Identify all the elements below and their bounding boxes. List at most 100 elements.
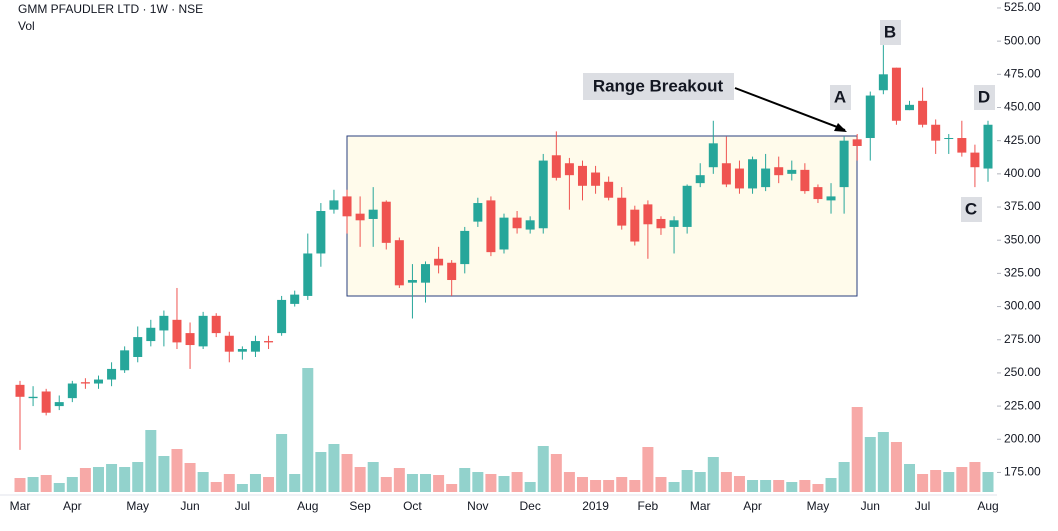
- volume-bar: [106, 464, 118, 492]
- range-box: [346, 135, 858, 297]
- candle-body: [120, 350, 130, 371]
- candle-body: [970, 152, 980, 168]
- volume-bar: [40, 475, 52, 492]
- candle-body: [774, 167, 784, 176]
- y-tick-label: 500.00: [1004, 33, 1041, 47]
- candle-body: [329, 200, 339, 210]
- x-tick-label: May: [126, 499, 149, 513]
- volume-bar: [668, 482, 680, 492]
- x-tick-label: Aug: [977, 499, 998, 513]
- volume-bar: [799, 480, 811, 492]
- y-tick-label: 300.00: [1004, 299, 1041, 313]
- candle-body: [434, 258, 444, 266]
- volume-bar: [681, 470, 693, 492]
- volume-bar: [956, 467, 968, 492]
- candle-body: [983, 124, 993, 169]
- candle-body: [460, 230, 470, 265]
- annotation-box: [880, 20, 901, 45]
- annotation-box: [583, 73, 734, 100]
- volume-bar: [786, 482, 798, 492]
- candle-body: [368, 209, 378, 219]
- x-tick-label: Mar: [690, 499, 711, 513]
- y-tick-label: 475.00: [1004, 66, 1041, 80]
- y-tick-label: 450.00: [1004, 100, 1041, 114]
- candle-body: [669, 220, 679, 227]
- volume-bar: [380, 477, 392, 492]
- candle-body: [316, 211, 326, 254]
- candle-body: [198, 315, 208, 347]
- volume-label: Vol: [18, 19, 35, 33]
- x-tick-label: Apr: [743, 499, 762, 513]
- candle-body: [159, 315, 169, 331]
- volume-bar: [694, 472, 706, 492]
- candle-body: [250, 341, 260, 352]
- candle-body: [303, 253, 313, 296]
- plot: 175.00 200.00 225.00 250.00 275.00 300.00 325.…: [0, 0, 1041, 513]
- candle-body: [15, 384, 25, 397]
- volume-bar: [302, 368, 314, 492]
- volume-bar: [66, 477, 78, 492]
- annotation: D: [978, 87, 990, 106]
- volume-bar: [930, 470, 942, 492]
- volume-bar: [851, 407, 863, 492]
- volume-bar: [92, 467, 104, 492]
- x-tick-label: Jul: [915, 499, 930, 513]
- volume-bar: [563, 472, 575, 492]
- arrow: [734, 87, 846, 131]
- candle-body: [708, 143, 718, 168]
- y-tick-label: 275.00: [1004, 332, 1041, 346]
- candle-body: [800, 169, 810, 192]
- chart-title: GMM PFAUDLER LTD · 1W · NSE: [18, 2, 203, 16]
- annotation: A: [834, 87, 846, 106]
- y-tick-label: 200.00: [1004, 431, 1041, 445]
- x-tick-label: Jun: [180, 499, 199, 513]
- volume-bar: [433, 475, 445, 492]
- candle-body: [224, 335, 234, 352]
- volume-bar: [760, 480, 772, 492]
- volume-bar: [119, 467, 131, 492]
- volume-bar: [747, 480, 759, 492]
- candle-body: [617, 197, 627, 226]
- candle-body: [826, 196, 836, 201]
- volume-bar: [812, 484, 824, 492]
- volume-bar: [825, 478, 837, 492]
- candle-body: [185, 333, 195, 346]
- x-tick-label: Oct: [403, 499, 422, 513]
- volume-bar: [733, 476, 745, 492]
- volume-bar: [917, 474, 929, 492]
- annotation-box: [974, 85, 995, 110]
- volume-bar: [590, 480, 602, 492]
- volume-bar: [249, 474, 261, 492]
- annotation: Range Breakout: [593, 76, 724, 95]
- candle-body: [931, 124, 941, 141]
- candle-body: [80, 382, 90, 384]
- annotation-box: [830, 85, 851, 110]
- volume-bar: [315, 452, 327, 492]
- candle-body: [695, 175, 705, 184]
- y-tick-label: 175.00: [1004, 465, 1041, 479]
- volume-bar: [642, 447, 654, 492]
- candle-body: [839, 140, 849, 188]
- volume-bar: [969, 462, 981, 492]
- candle-body: [852, 139, 862, 146]
- y-tick-label: 250.00: [1004, 365, 1041, 379]
- candle-body: [525, 220, 535, 230]
- candle-body: [473, 203, 483, 222]
- candle-body: [643, 204, 653, 225]
- candle-body: [865, 95, 875, 139]
- candle-body: [551, 155, 561, 178]
- volume-bar: [393, 468, 405, 492]
- volume-bar: [184, 463, 196, 492]
- x-tick-label: Sep: [349, 499, 371, 513]
- x-tick-label: Dec: [519, 499, 540, 513]
- volume-bar: [603, 480, 615, 492]
- candle-body: [957, 138, 967, 153]
- volume-bar: [904, 464, 916, 492]
- candle-body: [564, 163, 574, 176]
- candle-body: [891, 67, 901, 121]
- annotation-box: [961, 197, 982, 222]
- volume-bar: [838, 462, 850, 492]
- volume-bar: [79, 468, 91, 492]
- candle-body: [264, 341, 274, 343]
